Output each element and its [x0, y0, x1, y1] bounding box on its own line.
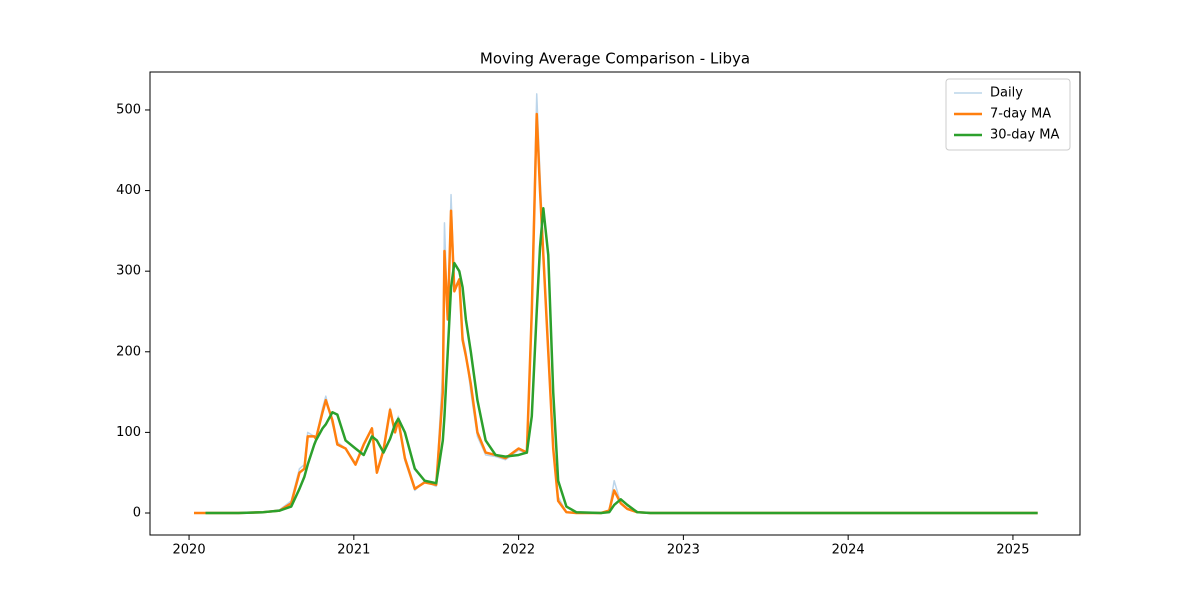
x-tick-label: 2023: [667, 543, 700, 558]
x-tick-label: 2022: [502, 543, 535, 558]
y-tick-label: 100: [116, 425, 141, 440]
y-tick-label: 300: [116, 264, 141, 279]
line-series: [193, 93, 1038, 514]
x-tick-label: 2020: [173, 543, 206, 558]
y-tick-label: 200: [116, 344, 141, 359]
line-series: [193, 112, 1038, 515]
legend-label: 7-day MA: [990, 107, 1051, 122]
plot-frame: [149, 71, 1081, 536]
x-tick-label: 2021: [337, 543, 370, 558]
chart-title: Moving Average Comparison - Libya: [480, 50, 750, 68]
y-tick-label: 400: [116, 183, 141, 198]
x-tick-label: 2024: [832, 543, 865, 558]
legend-label: Daily: [990, 86, 1023, 101]
line-series: [205, 207, 1038, 515]
legend-box: [945, 78, 1071, 151]
x-tick-label: 2025: [996, 543, 1029, 558]
y-tick-label: 0: [133, 505, 141, 520]
y-tick-label: 500: [116, 102, 141, 117]
legend-label: 30-day MA: [990, 128, 1059, 143]
